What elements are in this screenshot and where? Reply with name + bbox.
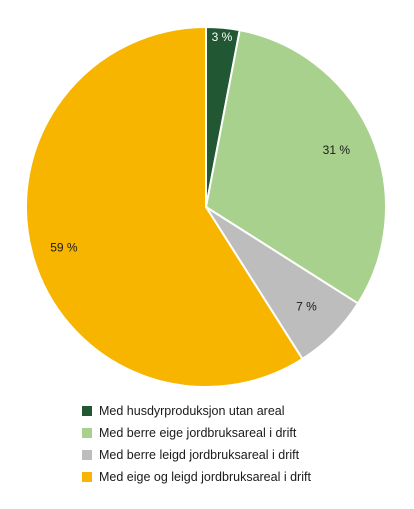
slice-value-label: 31 % — [323, 143, 351, 157]
legend-item: Med berre eige jordbruksareal i drift — [82, 422, 311, 444]
legend-label: Med berre leigd jordbruksareal i drift — [99, 448, 300, 462]
pie-slice — [25, 25, 304, 388]
slice-value-label: 3 % — [212, 30, 233, 44]
legend-item: Med eige og leigd jordbruksareal i drift — [82, 466, 311, 488]
legend-swatch — [82, 472, 92, 482]
legend-swatch — [82, 450, 92, 460]
legend: Med husdyrproduksjon utan areal Med berr… — [82, 400, 311, 488]
legend-item: Med husdyrproduksjon utan areal — [82, 400, 311, 422]
legend-label: Med berre eige jordbruksareal i drift — [99, 426, 297, 440]
legend-label: Med eige og leigd jordbruksareal i drift — [99, 470, 311, 484]
legend-item: Med berre leigd jordbruksareal i drift — [82, 444, 311, 466]
legend-label: Med husdyrproduksjon utan areal — [99, 404, 285, 418]
legend-swatch — [82, 428, 92, 438]
slice-value-label: 59 % — [50, 240, 78, 254]
legend-swatch — [82, 406, 92, 416]
slice-value-label: 7 % — [296, 300, 317, 314]
